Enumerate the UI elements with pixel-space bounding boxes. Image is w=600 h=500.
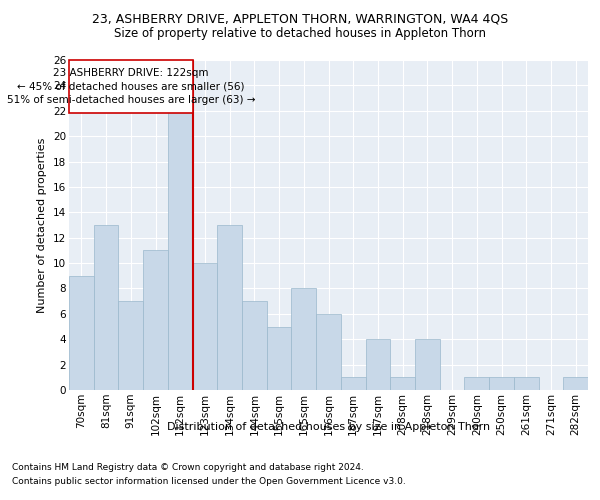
Bar bbox=[69, 276, 94, 390]
Bar bbox=[267, 326, 292, 390]
Text: Distribution of detached houses by size in Appleton Thorn: Distribution of detached houses by size … bbox=[167, 422, 490, 432]
Bar bbox=[292, 288, 316, 390]
Bar bbox=[94, 225, 118, 390]
Bar bbox=[390, 378, 415, 390]
Bar bbox=[168, 111, 193, 390]
Bar bbox=[143, 250, 168, 390]
Bar bbox=[193, 263, 217, 390]
Text: 23, ASHBERRY DRIVE, APPLETON THORN, WARRINGTON, WA4 4QS: 23, ASHBERRY DRIVE, APPLETON THORN, WARR… bbox=[92, 12, 508, 26]
Text: 23 ASHBERRY DRIVE: 122sqm
← 45% of detached houses are smaller (56)
51% of semi-: 23 ASHBERRY DRIVE: 122sqm ← 45% of detac… bbox=[7, 68, 255, 105]
Bar bbox=[365, 339, 390, 390]
Bar bbox=[316, 314, 341, 390]
Bar bbox=[242, 301, 267, 390]
Text: Contains public sector information licensed under the Open Government Licence v3: Contains public sector information licen… bbox=[12, 478, 406, 486]
Bar bbox=[341, 378, 365, 390]
Bar bbox=[563, 378, 588, 390]
Text: Size of property relative to detached houses in Appleton Thorn: Size of property relative to detached ho… bbox=[114, 28, 486, 40]
Bar bbox=[514, 378, 539, 390]
Bar bbox=[118, 301, 143, 390]
Bar bbox=[217, 225, 242, 390]
Y-axis label: Number of detached properties: Number of detached properties bbox=[37, 138, 47, 312]
Bar bbox=[415, 339, 440, 390]
Bar bbox=[69, 60, 193, 114]
Bar bbox=[489, 378, 514, 390]
Text: Contains HM Land Registry data © Crown copyright and database right 2024.: Contains HM Land Registry data © Crown c… bbox=[12, 462, 364, 471]
Bar bbox=[464, 378, 489, 390]
